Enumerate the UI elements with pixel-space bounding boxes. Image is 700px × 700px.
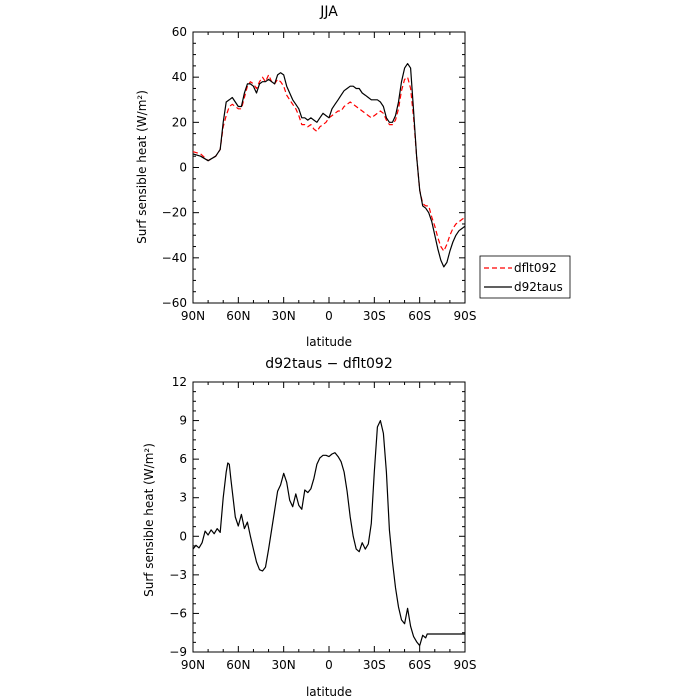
chart2-ytick-label: 9 — [179, 414, 187, 428]
chart2-title: d92taus − dflt092 — [265, 356, 392, 372]
chart2-xtick-label: 0 — [325, 658, 333, 672]
chart2-ytick-label: −6 — [169, 606, 187, 620]
chart1-plot: 90N 60N 30N 0 30S 60S 90S −60 −40 −20 0 20 40 60 — [162, 25, 477, 323]
chart1-legend: dflt092 d92taus — [479, 255, 571, 299]
chart2-ylabel: Surf sensible heat (W/m²) — [142, 443, 156, 597]
chart1-ytick-label: 60 — [172, 25, 187, 39]
chart1-xlabel: latitude — [306, 335, 352, 349]
chart2-ytick-label: −3 — [169, 568, 187, 582]
chart1-ytick-label: −60 — [162, 296, 187, 310]
chart2-plot: 90N 60N 30N 0 30S 60S 90S −9 −6 −3 0 3 6 9 12 — [169, 375, 476, 672]
chart1-xtick-label: 0 — [325, 309, 333, 323]
legend-box — [479, 255, 571, 299]
chart2-xtick-label: 30N — [272, 658, 296, 672]
chart2-series-line — [192, 420, 465, 647]
chart2-xtick-label: 30S — [363, 658, 386, 672]
chart1-frame — [192, 31, 466, 304]
chart2-xlabel: latitude — [306, 685, 352, 699]
chart1-ytick-label: −20 — [162, 206, 187, 220]
chart1-xtick-label: 60N — [226, 309, 250, 323]
chart2-frame — [192, 381, 466, 653]
chart2-ytick-label: −9 — [169, 645, 187, 659]
chart1-ytick-label: −40 — [162, 251, 187, 265]
chart1-ytick-label: 20 — [172, 115, 187, 129]
chart2-ytick-label: 3 — [179, 491, 187, 505]
chart2-ytick-label: 0 — [179, 529, 187, 543]
chart1-series-d92taus — [192, 62, 466, 268]
chart2-xtick-label: 90N — [181, 658, 205, 672]
chart2-ytick-label: 12 — [172, 375, 187, 389]
chart2-xtick-label: 90S — [454, 658, 477, 672]
chart2-ytick-label: 6 — [179, 452, 187, 466]
chart1-xtick-label: 90S — [454, 309, 477, 323]
chart1-ytick-label: 40 — [172, 70, 187, 84]
legend-label-d92taus: d92taus — [514, 280, 563, 294]
chart2-xtick-label: 60N — [226, 658, 250, 672]
chart1-series-dflt092 — [192, 74, 466, 252]
chart1-ylabel: Surf sensible heat (W/m²) — [135, 90, 149, 244]
chart1-xtick-label: 30N — [272, 309, 296, 323]
legend-label-dflt092: dflt092 — [514, 261, 557, 275]
chart1-xtick-label: 60S — [408, 309, 431, 323]
chart1-xtick-label: 30S — [363, 309, 386, 323]
chart1-ytick-label: 0 — [179, 161, 187, 175]
chart1-title: JJA — [319, 4, 338, 20]
chart2-xtick-label: 60S — [408, 658, 431, 672]
chart1-xtick-label: 90N — [181, 309, 205, 323]
